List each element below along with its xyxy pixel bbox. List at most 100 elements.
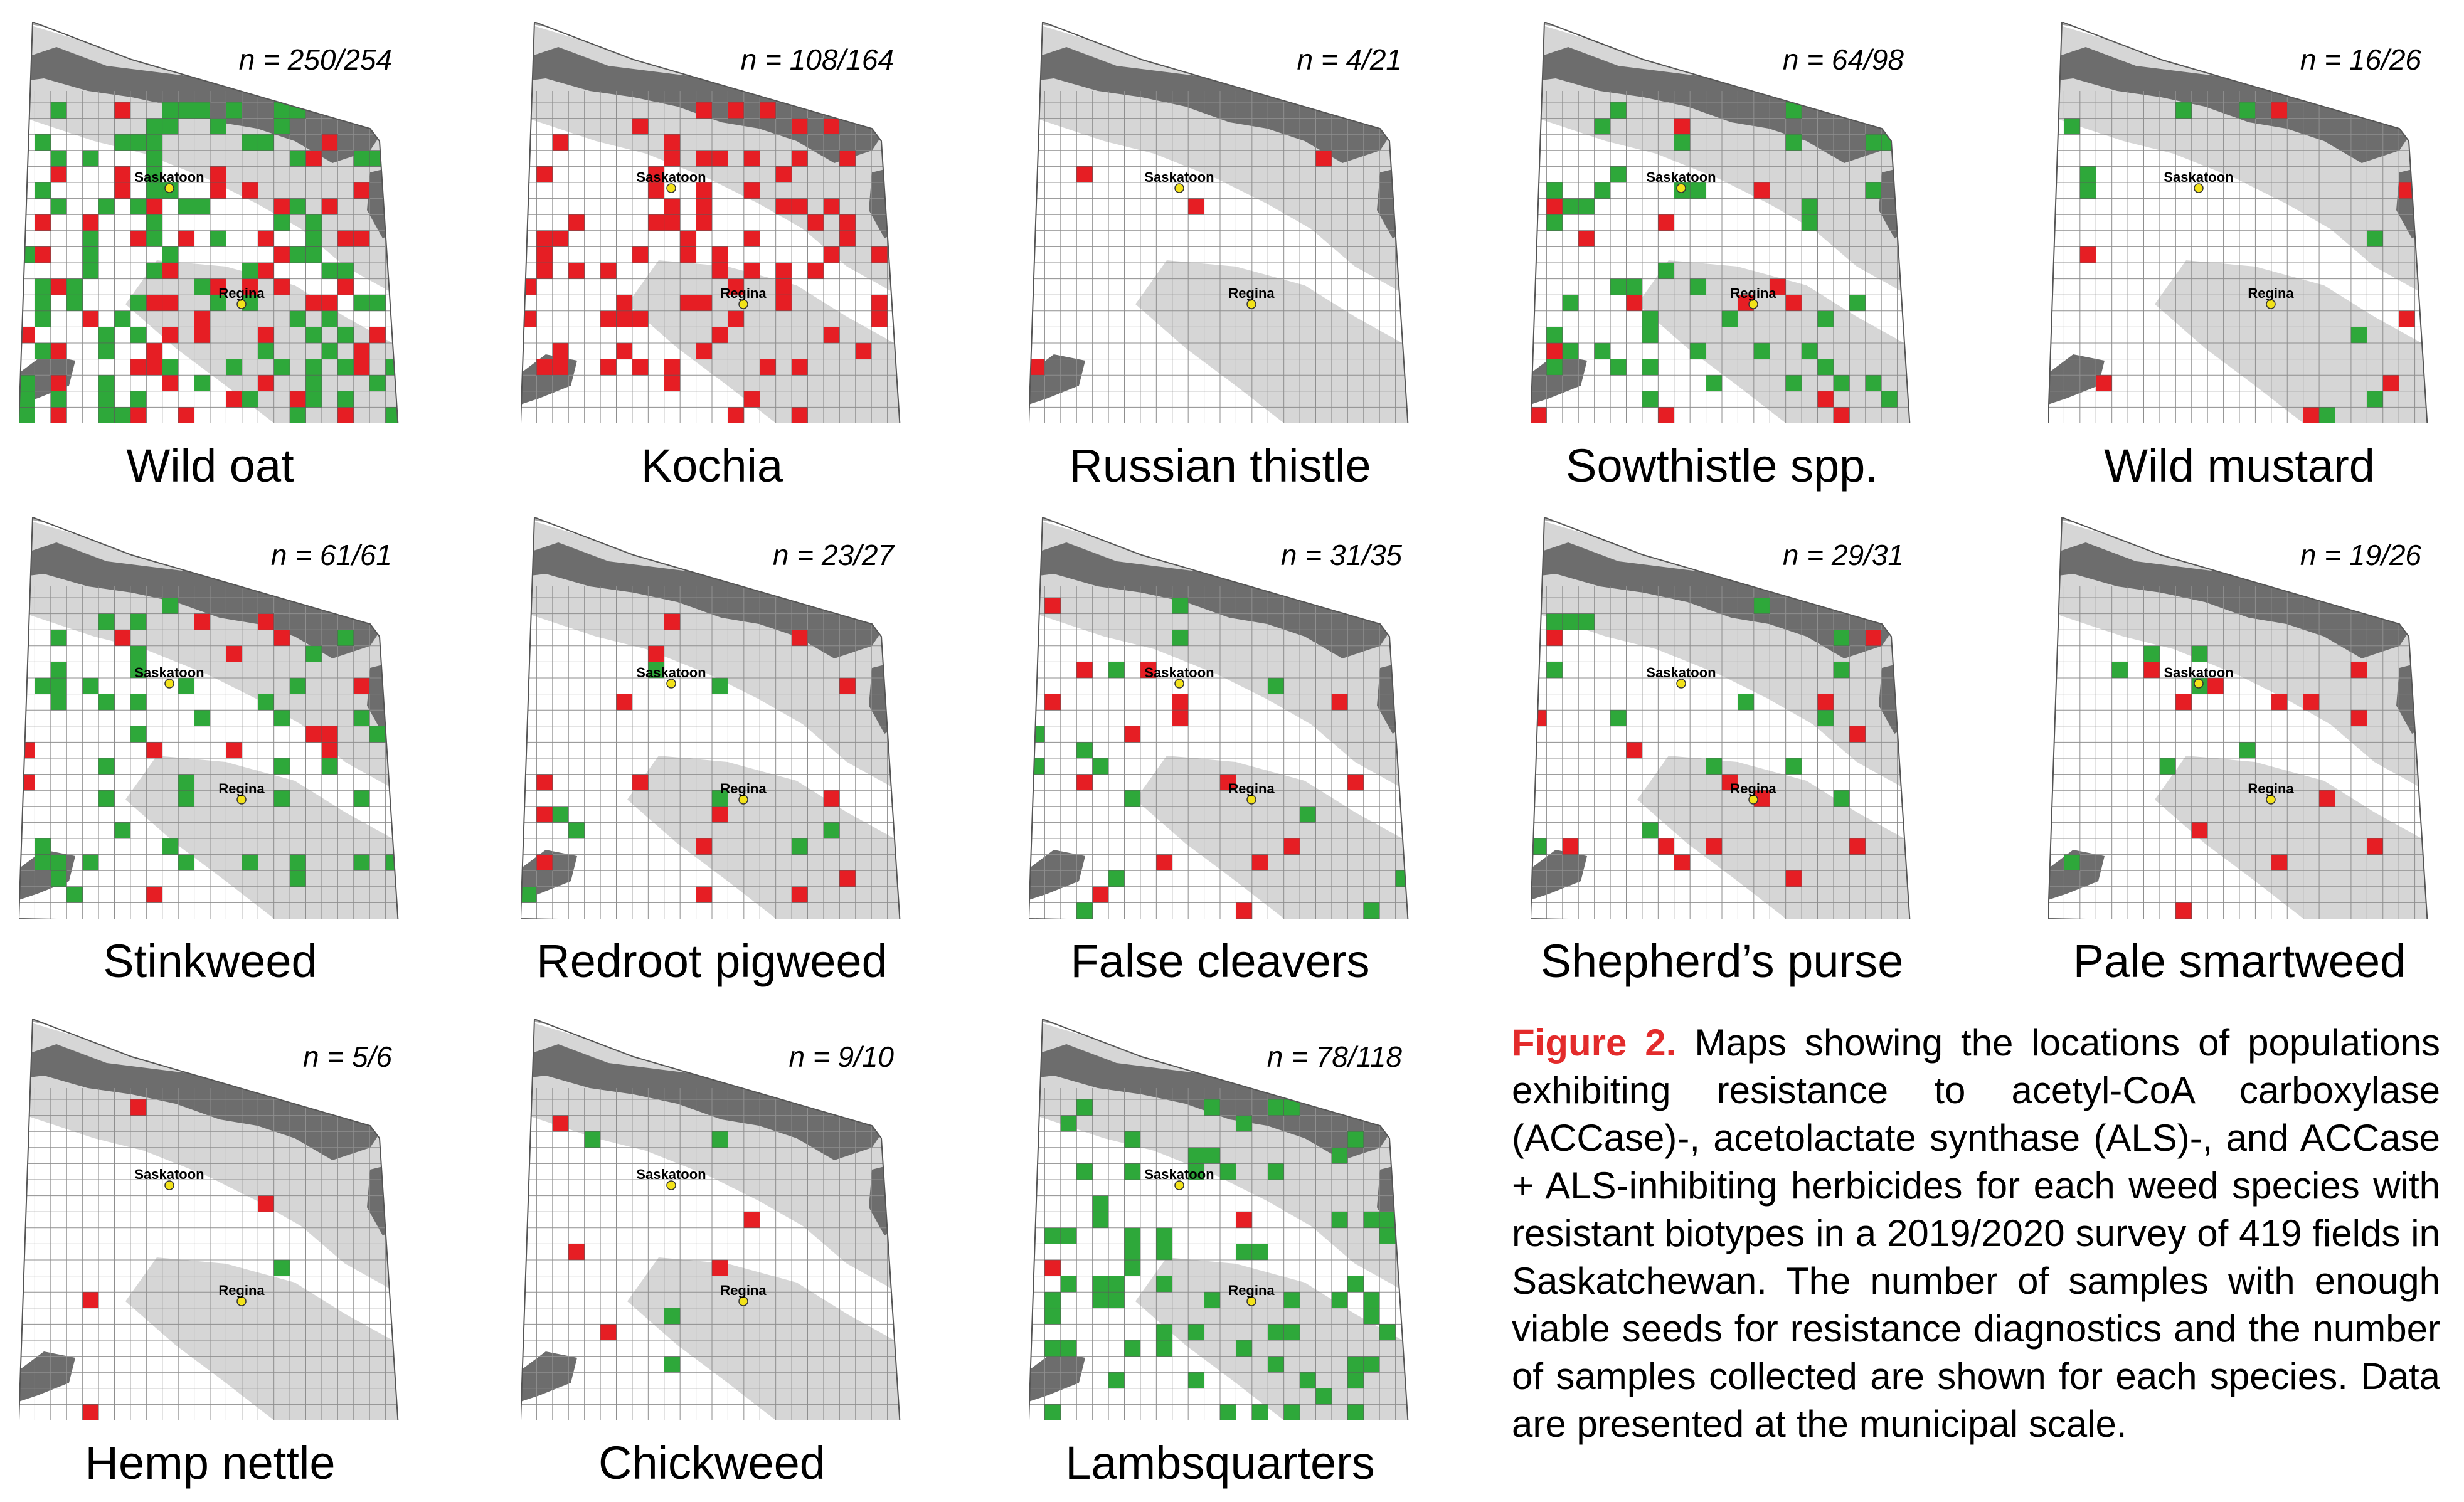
sampled-municipality (50, 662, 67, 679)
city-label-south: Regina (2248, 781, 2294, 796)
sampled-municipality (321, 758, 338, 775)
sampled-municipality (1267, 1099, 1284, 1116)
resistant-municipality (2350, 709, 2367, 727)
saskatchewan-map: Saskatoon Regina (521, 22, 901, 423)
city-label-south: Regina (218, 1283, 265, 1298)
sampled-municipality (1785, 758, 1802, 775)
resistant-municipality (2271, 102, 2288, 119)
resistant-municipality (552, 359, 569, 376)
resistant-municipality (728, 407, 745, 423)
sampled-municipality (1299, 1372, 1316, 1389)
sampled-municipality (178, 102, 194, 119)
resistant-municipality (210, 166, 226, 183)
sampled-municipality (242, 134, 258, 151)
resistant-municipality (1172, 694, 1189, 711)
resistant-municipality (1546, 629, 1563, 647)
resistant-municipality (2175, 902, 2192, 919)
city-label-north: Saskatoon (1144, 1166, 1214, 1182)
resistant-municipality (1546, 198, 1563, 215)
sampled-municipality (1642, 327, 1659, 344)
resistant-municipality (1769, 278, 1786, 295)
city-label-north: Saskatoon (134, 1166, 204, 1182)
resistant-municipality (743, 1211, 760, 1229)
sampled-municipality (353, 790, 370, 807)
resistant-municipality (1849, 726, 1866, 743)
sample-count: n = 5/6 (303, 1040, 392, 1073)
sampled-municipality (2318, 407, 2335, 423)
resistant-municipality (711, 806, 728, 823)
resistant-municipality (696, 838, 713, 855)
sampled-municipality (50, 854, 67, 871)
sampled-municipality (1706, 374, 1723, 392)
sampled-municipality (1108, 1276, 1125, 1293)
sampled-municipality (369, 726, 386, 743)
city-label-south: Regina (218, 285, 265, 301)
resistant-municipality (305, 150, 322, 167)
sampled-municipality (1689, 278, 1706, 295)
map-panel: Saskatoon Regina n = 108/164 Kochia (521, 22, 903, 505)
resistant-municipality (1236, 902, 1253, 919)
sampled-municipality (1546, 214, 1563, 231)
resistant-municipality (616, 294, 633, 312)
sampled-municipality (1363, 1356, 1380, 1373)
city-label-north: Saskatoon (1646, 665, 1716, 680)
city-marker (2266, 795, 2276, 805)
resistant-municipality (2350, 662, 2367, 679)
sampled-municipality (1347, 1372, 1364, 1389)
sampled-municipality (1546, 613, 1563, 630)
sampled-municipality (194, 102, 211, 119)
resistant-municipality (1658, 407, 1675, 423)
sampled-municipality (289, 870, 306, 887)
sampled-municipality (162, 597, 179, 614)
city-marker (236, 795, 247, 805)
sampled-municipality (2239, 742, 2256, 759)
resistant-municipality (1562, 838, 1579, 855)
resistant-municipality (19, 774, 35, 791)
resistant-municipality (743, 391, 760, 408)
sampled-municipality (1881, 391, 1898, 408)
sampled-municipality (35, 294, 51, 312)
resistant-municipality (210, 182, 226, 199)
city-label-south: Regina (1730, 781, 1776, 796)
sampled-municipality (1108, 870, 1125, 887)
sampled-municipality (353, 294, 370, 312)
sampled-municipality (194, 374, 211, 392)
sample-count: n = 31/35 (1280, 539, 1402, 571)
resistant-municipality (759, 359, 776, 376)
species-label: Shepherd’s purse (1540, 935, 1904, 987)
sampled-municipality (178, 790, 194, 807)
sampled-municipality (130, 645, 147, 662)
resistant-municipality (1706, 838, 1723, 855)
resistant-municipality (775, 198, 792, 215)
sampled-municipality (1801, 342, 1818, 359)
sampled-municipality (1674, 134, 1691, 151)
resistant-municipality (711, 262, 728, 279)
resistant-municipality (1236, 1211, 1253, 1229)
city-label-north: Saskatoon (134, 169, 204, 185)
resistant-municipality (536, 854, 553, 871)
sampled-municipality (273, 709, 290, 727)
sampled-municipality (552, 806, 569, 823)
resistant-municipality (273, 198, 290, 215)
resistant-municipality (114, 102, 131, 119)
sampled-municipality (584, 1131, 601, 1148)
sampled-municipality (1562, 198, 1579, 215)
sampled-municipality (1753, 597, 1770, 614)
sampled-municipality (35, 342, 51, 359)
resistant-municipality (194, 310, 211, 327)
resistant-municipality (711, 150, 728, 167)
sample-count: n = 78/118 (1267, 1040, 1402, 1073)
saskatchewan-map: Saskatoon Regina (1531, 517, 1911, 919)
sampled-municipality (82, 262, 99, 279)
resistant-municipality (1753, 182, 1770, 199)
resistant-municipality (791, 198, 808, 215)
resistant-municipality (664, 374, 681, 392)
resistant-municipality (568, 214, 585, 231)
sampled-municipality (257, 694, 274, 711)
sampled-municipality (1187, 1163, 1204, 1180)
sampled-municipality (1267, 1163, 1284, 1180)
sampled-municipality (1363, 1308, 1380, 1325)
resistant-municipality (353, 677, 370, 694)
sampled-municipality (1395, 870, 1408, 887)
sampled-municipality (1331, 1147, 1348, 1164)
